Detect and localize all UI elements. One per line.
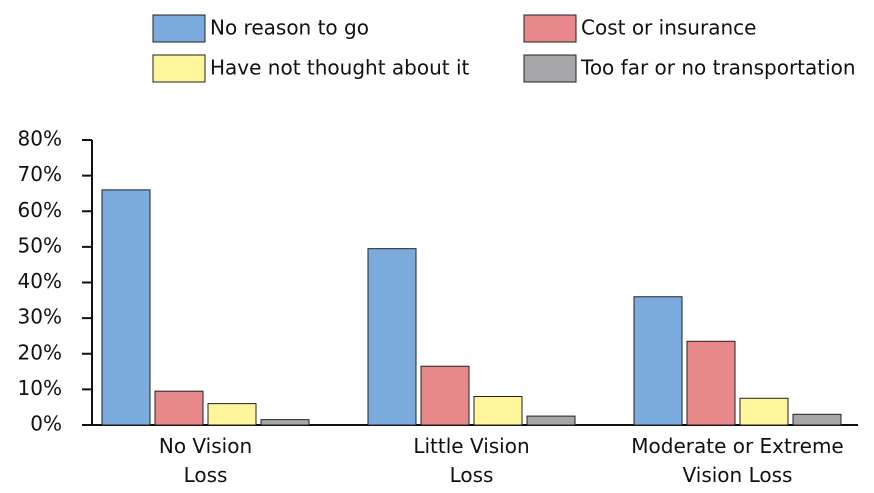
- bar: [473, 396, 523, 426]
- bar: [633, 296, 683, 426]
- bar: [101, 189, 151, 426]
- legend-label: Too far or no transportation: [580, 56, 856, 80]
- x-tick-label: Moderate or Extreme Vision Loss: [631, 434, 844, 487]
- x-tick-label: No Vision Loss: [158, 434, 253, 487]
- y-tick-label: 70%: [18, 162, 62, 186]
- y-tick-label: 40%: [18, 269, 62, 293]
- bar: [526, 415, 576, 426]
- legend-swatch: [523, 14, 577, 43]
- legend-swatch: [523, 54, 577, 83]
- legend-label: Cost or insurance: [581, 16, 756, 40]
- bar: [260, 419, 310, 426]
- legend-swatch: [152, 14, 206, 43]
- bar: [686, 340, 736, 426]
- y-tick-label: 50%: [18, 233, 62, 257]
- y-tick-label: 20%: [18, 340, 62, 364]
- y-tick-label: 0%: [30, 412, 62, 436]
- bar: [792, 413, 842, 426]
- bar: [420, 365, 470, 426]
- legend-swatch: [152, 54, 206, 83]
- bar: [207, 403, 257, 426]
- y-tick-label: 30%: [18, 305, 62, 329]
- y-tick-label: 80%: [18, 127, 62, 151]
- bar: [739, 397, 789, 426]
- y-tick-label: 10%: [18, 376, 62, 400]
- bar: [367, 248, 417, 426]
- legend-label: Have not thought about it: [210, 56, 470, 80]
- bar: [154, 390, 204, 426]
- y-tick-label: 60%: [18, 198, 62, 222]
- x-tick-label: Little Vision Loss: [413, 434, 530, 487]
- legend-label: No reason to go: [210, 16, 369, 40]
